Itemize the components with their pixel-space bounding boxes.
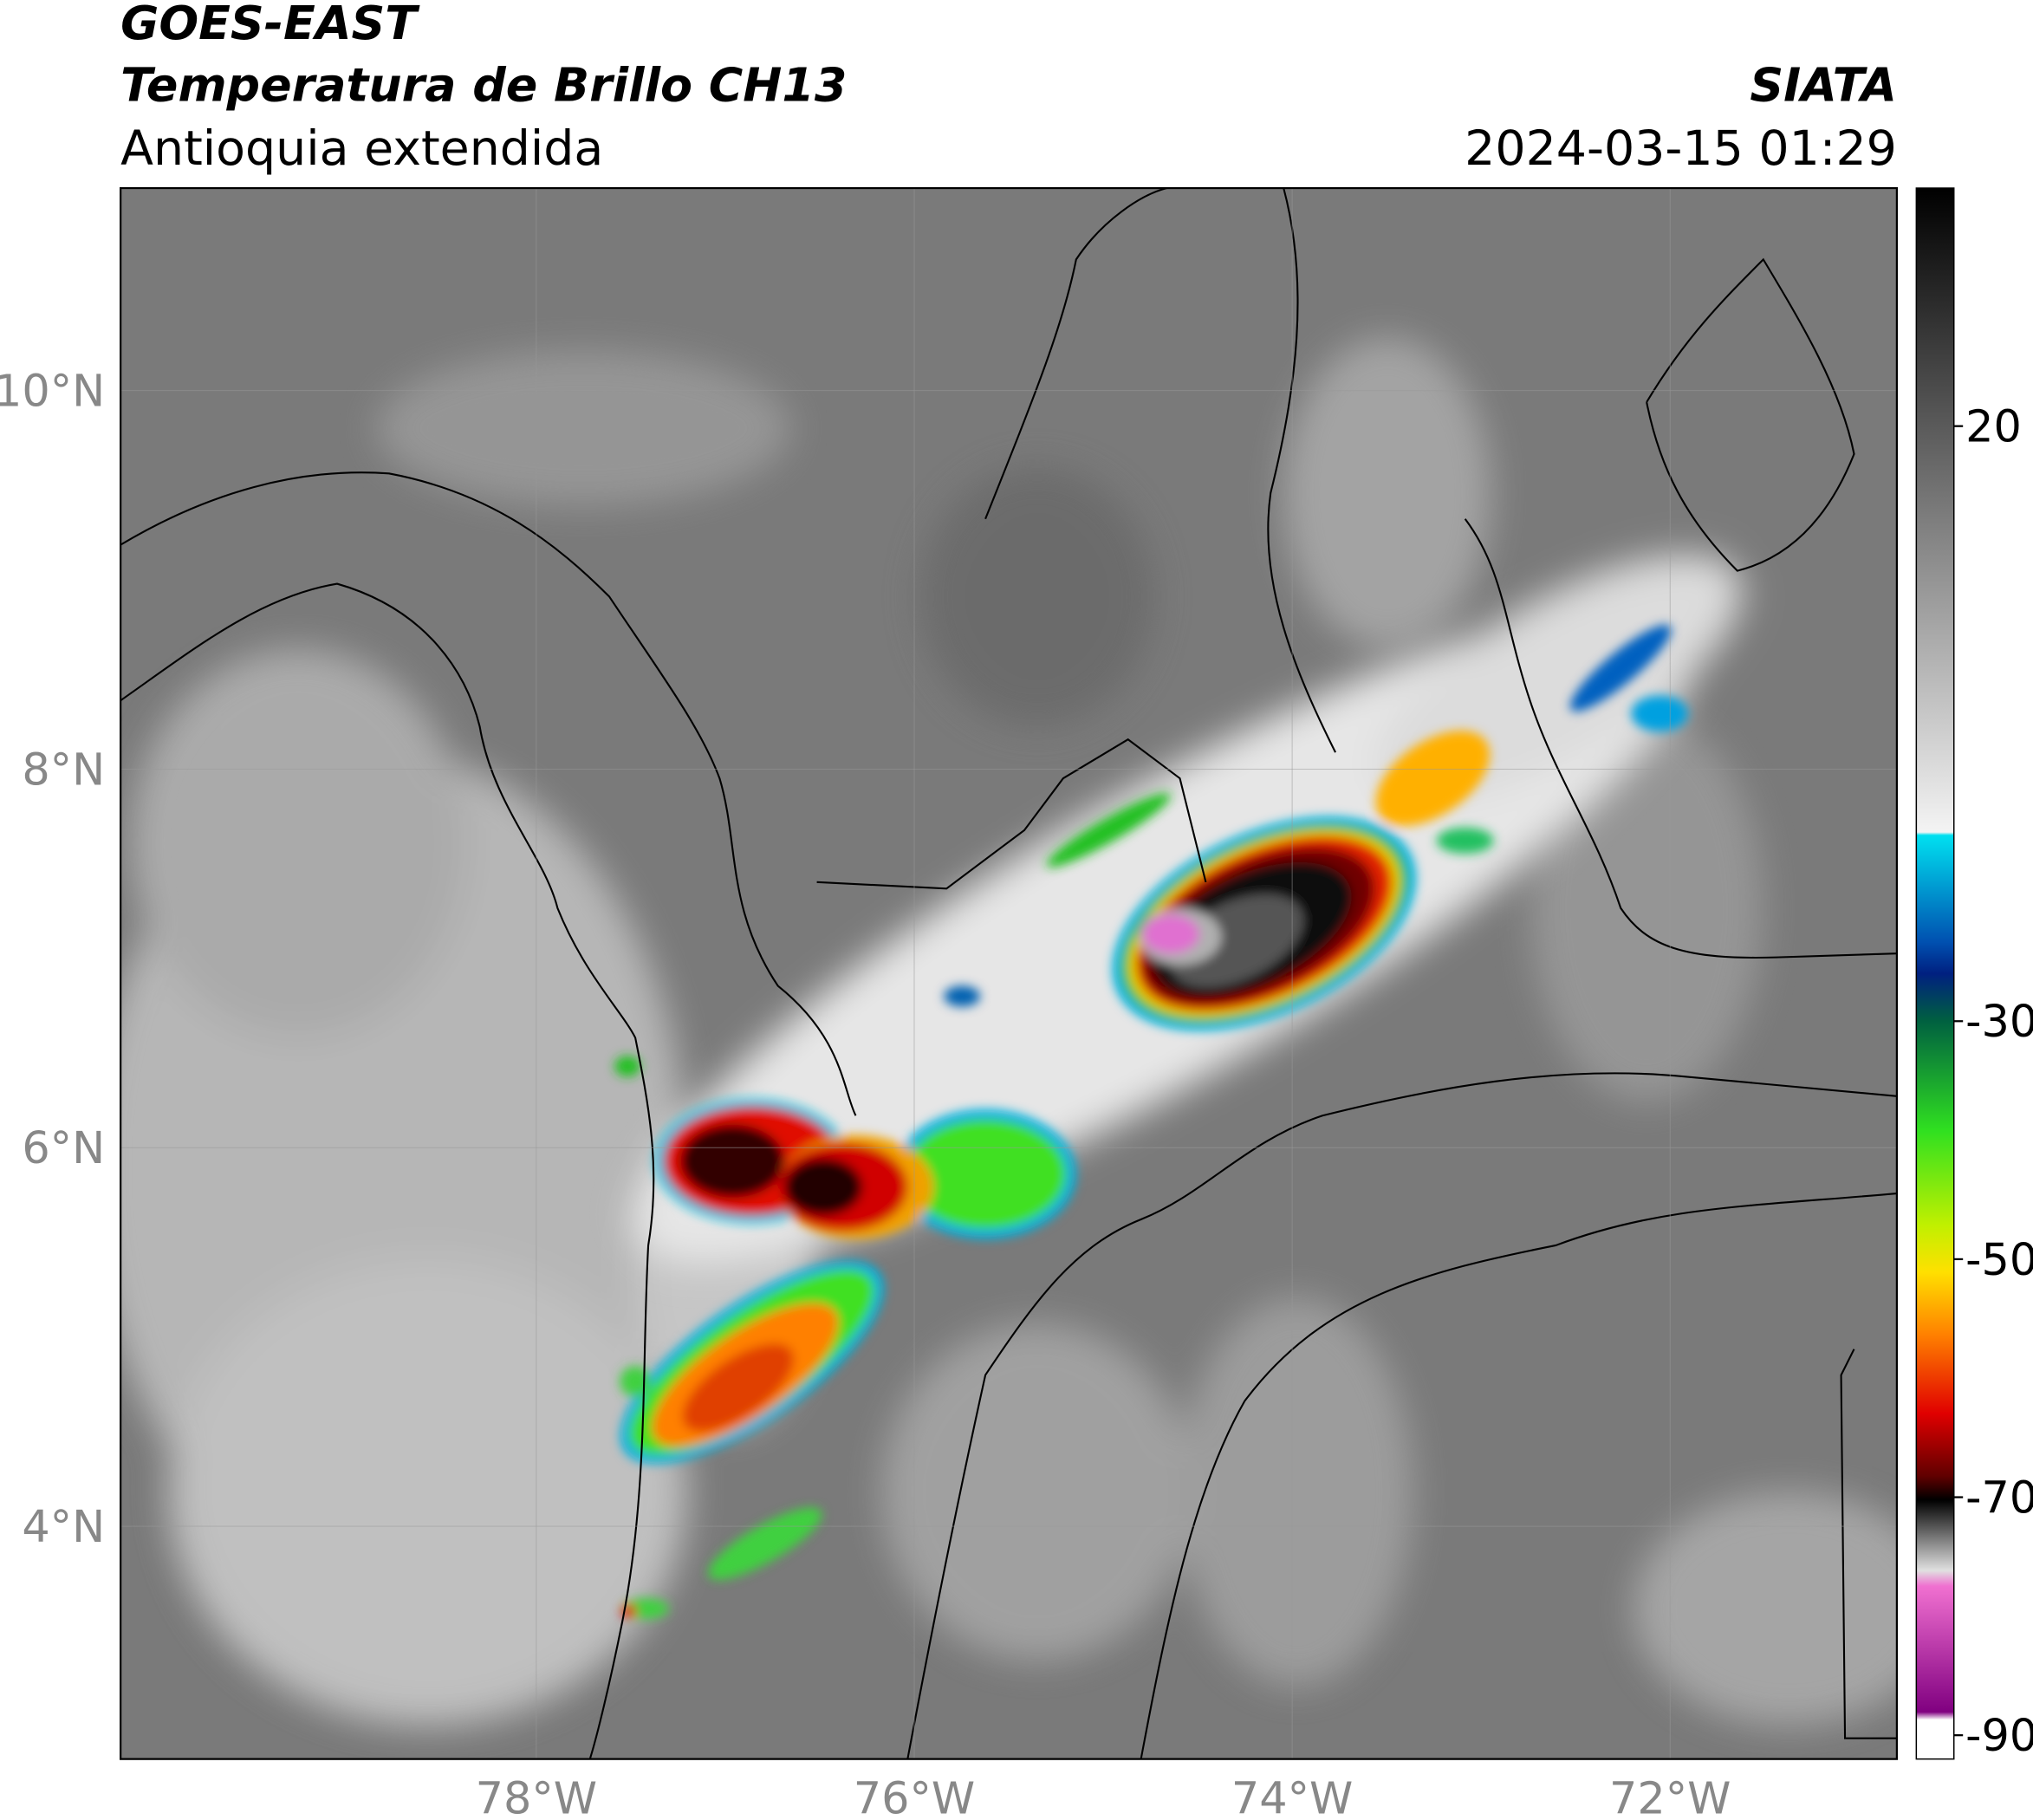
satellite-image — [120, 188, 1897, 1759]
x-tick-label: 72°W — [1609, 1773, 1731, 1820]
colorbar-tick-label: -30 — [1965, 996, 2033, 1047]
colorbar-tick-label: -90 — [1965, 1710, 2033, 1761]
y-tick-label: 6°N — [22, 1122, 105, 1173]
colorbar-tick-label: 20 — [1965, 401, 2022, 452]
colorbar-tick-label: -50 — [1965, 1234, 2033, 1285]
y-tick-label: 8°N — [22, 744, 105, 795]
colorbar-tick-label: -70 — [1965, 1472, 2033, 1523]
x-tick-label: 78°W — [476, 1773, 597, 1820]
region: Antioquia extendida — [120, 121, 603, 177]
y-tick-label: 4°N — [22, 1501, 105, 1552]
datetime: 2024-03-15 01:29 — [1465, 121, 1897, 177]
title: GOES-EAST — [120, 0, 420, 50]
subtitle: Temperatura de Brillo CH13 — [120, 58, 847, 113]
map-frame — [120, 186, 1899, 1760]
x-tick-label: 76°W — [854, 1773, 975, 1820]
colorbar — [1915, 187, 1955, 1760]
source: SIATA — [1750, 58, 1897, 113]
x-tick-label: 74°W — [1231, 1773, 1353, 1820]
y-tick-label: 10°N — [0, 366, 105, 417]
